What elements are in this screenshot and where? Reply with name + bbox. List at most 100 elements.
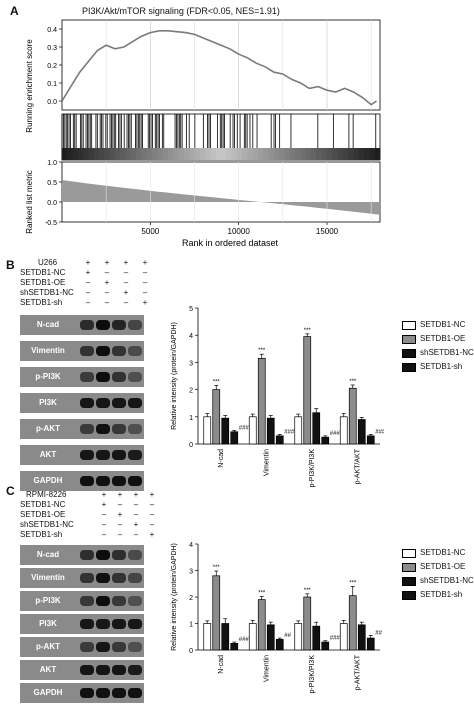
plot-frame	[61, 19, 381, 111]
protein-band	[112, 424, 126, 434]
heat-cell	[104, 148, 111, 160]
panel-b-design: U266 + + + + SETDB1-NC + – – – SETDB1-OE – + – – s…	[20, 258, 150, 318]
protein-band	[112, 398, 126, 408]
metric-area	[62, 180, 380, 215]
blot-strip: AKT	[20, 660, 144, 680]
group-sign: –	[104, 268, 110, 277]
protein-band	[128, 642, 142, 652]
group-sign: –	[117, 520, 123, 529]
protein-band	[96, 596, 110, 606]
y-tick-label: 0.3	[47, 45, 57, 52]
heat-cell	[348, 148, 354, 160]
protein-band	[128, 346, 142, 356]
group-sign: –	[85, 288, 91, 297]
heat-cell	[130, 148, 137, 160]
panel-a-label: A	[10, 4, 19, 18]
category-label: p-PI3K/PI3K	[309, 449, 316, 488]
bar	[221, 623, 230, 651]
header-sign: +	[117, 490, 123, 499]
blot-protein-label: N-cad	[36, 320, 60, 329]
protein-band	[96, 619, 110, 629]
group-sign: –	[133, 530, 139, 539]
bar	[203, 416, 212, 445]
y-tick-label: 0.5	[47, 180, 57, 187]
heat-cell	[295, 148, 301, 160]
heat-cell	[72, 148, 79, 160]
y-tick-label: 1	[189, 415, 193, 422]
y-axis-label: Relative intensity (protein/GAPDH)	[171, 543, 178, 651]
heat-cell	[305, 148, 312, 160]
protein-band	[80, 424, 94, 434]
design-row: shSETDB1-NC – – + –	[20, 520, 154, 530]
protein-band	[96, 665, 110, 675]
protein-band	[80, 450, 94, 460]
group-sign: –	[149, 510, 155, 519]
heat-cell	[374, 148, 381, 160]
heat-cell	[93, 148, 100, 160]
panel-b-bar-chart: 0 1 2 3 4 5 Relative intensity (protein/GAPDH)…	[171, 306, 384, 488]
legend-label: SETDB1-OE	[420, 334, 466, 343]
protein-band	[80, 550, 94, 560]
bar	[230, 431, 239, 445]
blot-strip: N-cad	[20, 315, 144, 335]
blot-strip: p-PI3K	[20, 367, 144, 387]
group-sign: –	[101, 520, 107, 529]
significance-label: ###	[239, 425, 250, 431]
legend-item: SETDB1-OE	[402, 562, 474, 574]
heat-cell	[67, 148, 74, 160]
legend-swatch	[402, 549, 416, 558]
group-sign: –	[85, 278, 91, 287]
heat-cell	[311, 148, 317, 160]
significance-label: ##	[375, 630, 382, 636]
bar	[357, 624, 366, 651]
group-sign: –	[104, 298, 110, 307]
heat-cell	[168, 148, 174, 160]
heat-cell	[332, 148, 339, 160]
panel-c-design: RPMI-8226 + + + + SETDB1-NC + – – – SETDB1-OE…	[20, 490, 154, 550]
design-row: SETDB1-sh – – – +	[20, 298, 150, 308]
blot-strip: GAPDH	[20, 683, 144, 703]
blot-strip: Vimentin	[20, 568, 144, 588]
bar	[348, 595, 357, 651]
group-sign: –	[133, 500, 139, 509]
y-tick-label: 4	[189, 542, 193, 549]
y-axis-label: Relative intensity (protein/GAPDH)	[171, 322, 178, 430]
heat-cell	[183, 148, 190, 160]
category-label: Vimentin	[263, 655, 270, 682]
protein-band	[80, 320, 94, 330]
heat-cell	[316, 148, 323, 160]
protein-band	[80, 642, 94, 652]
heat-cell	[136, 148, 142, 160]
heat-cell	[231, 148, 238, 160]
group-sign: +	[123, 288, 129, 297]
bar	[230, 643, 239, 651]
heat-cell	[178, 148, 185, 160]
y-tick-label: 3	[189, 569, 193, 576]
blot-strip: p-PI3K	[20, 591, 144, 611]
blot-strip: N-cad	[20, 545, 144, 565]
blot-protein-label: N-cad	[36, 550, 60, 559]
header-sign: +	[142, 258, 148, 267]
heat-cell	[289, 148, 296, 160]
significance-label: ###	[330, 431, 341, 437]
gsea-x-axis: 5000 10000 15000	[141, 222, 339, 236]
panel-c-legend: SETDB1-NC SETDB1-OE shSETDB1-NC SETDB1-sh	[402, 548, 474, 604]
ranked-metric-plot: 1.0 0.5 0.0 -0.5	[45, 160, 381, 227]
blot-protein-label: AKT	[39, 450, 57, 459]
protein-band	[128, 398, 142, 408]
blot-protein-label: GAPDH	[33, 476, 63, 485]
category-label: p-AKT/AKT	[354, 654, 361, 690]
legend-item: shSETDB1-NC	[402, 576, 474, 588]
heat-cell	[252, 148, 259, 160]
protein-band	[96, 346, 110, 356]
panel-b-legend: SETDB1-NC SETDB1-OE shSETDB1-NC SETDB1-sh	[402, 320, 474, 376]
group-sign: –	[101, 510, 107, 519]
protein-band	[128, 665, 142, 675]
protein-band	[128, 424, 142, 434]
group-name: SETDB1-sh	[20, 298, 63, 307]
bar	[339, 416, 348, 445]
heat-cell	[194, 148, 201, 160]
enrichment-line	[61, 30, 377, 106]
protein-band	[96, 320, 110, 330]
significance-label: ***	[349, 379, 357, 385]
